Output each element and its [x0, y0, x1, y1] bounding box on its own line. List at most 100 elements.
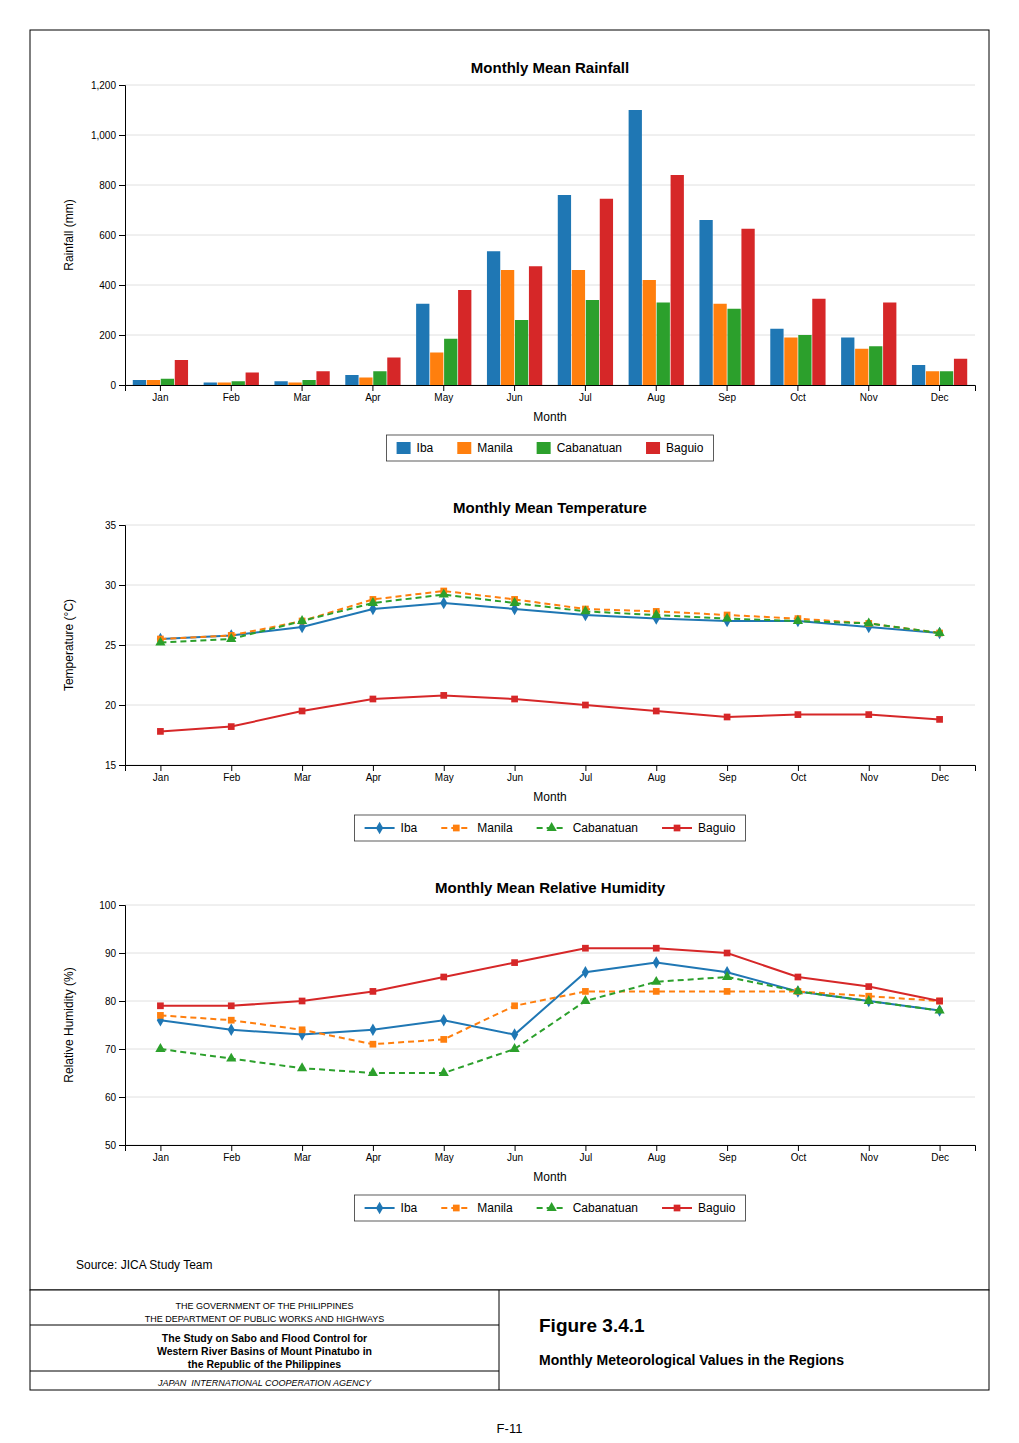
- y-tick: 15: [105, 760, 125, 771]
- x-tick-label: Jun: [507, 392, 523, 403]
- x-tick: Sep: [719, 1145, 737, 1163]
- table-text: THE DEPARTMENT OF PUBLIC WORKS AND HIGHW…: [145, 1314, 385, 1324]
- legend-marker: [453, 1205, 460, 1212]
- marker: [226, 1053, 236, 1062]
- x-tick-label: Jun: [507, 1152, 523, 1163]
- bar: [316, 371, 329, 385]
- bar: [671, 175, 684, 385]
- legend-label: Manila: [477, 441, 513, 455]
- x-tick-label: Feb: [223, 772, 241, 783]
- line: [160, 591, 939, 639]
- marker: [157, 1012, 164, 1019]
- y-tick: 30: [105, 580, 125, 591]
- x-tick: Jan: [152, 385, 168, 403]
- y-tick: 90: [105, 948, 125, 959]
- legend: IbaManilaCabanatuanBaguio: [355, 1195, 746, 1221]
- grid-line: [125, 645, 975, 646]
- bar: [798, 335, 811, 385]
- legend-label: Baguio: [698, 821, 736, 835]
- x-tick-mark: [656, 385, 657, 391]
- x-tick-mark: [798, 1145, 799, 1151]
- x-tick-mark: [373, 1145, 374, 1151]
- y-tick-label: 1,000: [91, 130, 116, 141]
- marker: [509, 1043, 519, 1052]
- marker: [865, 711, 872, 718]
- x-tick-mark: [585, 1145, 586, 1151]
- grid-line: [125, 285, 975, 286]
- bar: [572, 270, 585, 385]
- x-tick-mark: [940, 765, 941, 771]
- x-tick-label: Apr: [365, 392, 381, 403]
- marker: [722, 613, 732, 622]
- x-tick: Nov: [860, 1145, 878, 1163]
- x-tick-label: Jan: [153, 1152, 169, 1163]
- y-tick: 800: [99, 180, 125, 191]
- marker: [439, 1067, 449, 1076]
- legend-frame: [387, 435, 714, 461]
- legend-swatch: [457, 442, 471, 454]
- y-axis-line: [119, 526, 126, 766]
- x-tick: Jun: [507, 385, 523, 403]
- x-tick-label: Oct: [791, 772, 807, 783]
- y-tick-label: 90: [105, 948, 117, 959]
- y-tick-mark: [119, 335, 125, 336]
- table-text: the Republic of the Philippines: [188, 1358, 342, 1370]
- x-tick-label: Feb: [223, 1152, 241, 1163]
- bar: [288, 383, 301, 386]
- y-tick-mark: [119, 1145, 125, 1146]
- y-tick-mark: [119, 1097, 125, 1098]
- bar: [416, 304, 429, 385]
- y-tick: 1,200: [91, 80, 125, 91]
- legend-marker: [674, 825, 681, 832]
- x-tick-mark: [302, 765, 303, 771]
- table-text: JAPAN INTERNATIONAL COOPERATION AGENCY: [157, 1378, 372, 1388]
- y-tick-label: 35: [105, 520, 117, 531]
- legend-frame: [355, 815, 746, 841]
- grid-line: [125, 953, 975, 954]
- x-tick: Jan: [153, 765, 169, 783]
- marker: [724, 714, 731, 721]
- y-tick: 1,000: [91, 130, 125, 141]
- marker: [722, 971, 732, 980]
- x-axis: JanFebMarAprMayJunJulAugSepOctNovDec: [126, 765, 976, 783]
- x-tick-mark: [939, 385, 940, 391]
- legend-label: Cabanatuan: [573, 1201, 638, 1215]
- figure-subtitle: Monthly Meteorological Values in the Reg…: [539, 1352, 844, 1368]
- x-tick: Sep: [718, 385, 736, 403]
- grid-line: [125, 905, 975, 906]
- y-tick-mark: [119, 1049, 125, 1050]
- x-tick-mark: [869, 1145, 870, 1151]
- marker: [651, 976, 661, 985]
- bar-series: [133, 110, 925, 385]
- marker: [582, 966, 589, 978]
- marker: [511, 696, 518, 703]
- y-tick-mark: [119, 285, 125, 286]
- x-tick-mark: [515, 765, 516, 771]
- x-tick: Aug: [647, 385, 665, 403]
- table-text: The Study on Sabo and Flood Control for: [162, 1332, 367, 1344]
- y-tick-mark: [119, 705, 125, 706]
- marker: [297, 1062, 307, 1071]
- legend-marker: [547, 1202, 557, 1211]
- marker: [864, 618, 874, 627]
- bar: [161, 379, 174, 385]
- legend-label: Iba: [401, 821, 418, 835]
- y-tick-label: 70: [105, 1044, 117, 1055]
- footer: F-11: [497, 1421, 523, 1436]
- marker: [368, 1067, 378, 1076]
- x-tick-label: Apr: [366, 1152, 382, 1163]
- x-tick-label: Oct: [790, 392, 806, 403]
- bar: [643, 280, 656, 385]
- x-tick-label: Jun: [507, 772, 523, 783]
- x-tick-label: Nov: [860, 392, 878, 403]
- x-tick-label: May: [434, 392, 453, 403]
- x-tick-mark: [727, 385, 728, 391]
- line: [160, 595, 939, 643]
- x-tick-mark: [656, 1145, 657, 1151]
- x-tick-label: Jan: [152, 392, 168, 403]
- x-tick: Jul: [579, 385, 592, 403]
- marker: [864, 995, 874, 1004]
- marker: [299, 1026, 306, 1033]
- x-tick: Nov: [860, 765, 878, 783]
- x-tick-label: Jul: [579, 392, 592, 403]
